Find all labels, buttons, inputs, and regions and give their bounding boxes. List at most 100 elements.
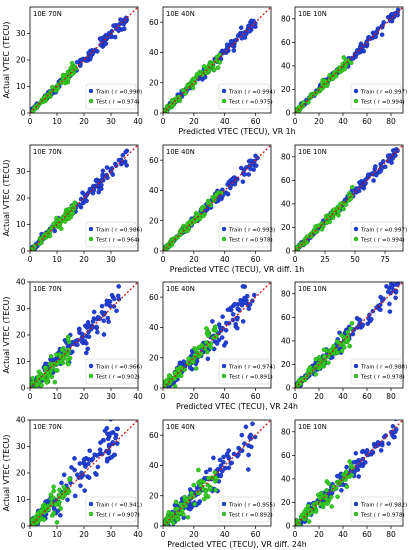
train-point — [357, 180, 362, 185]
train-point — [79, 331, 85, 337]
train-point — [116, 284, 121, 289]
train-point — [371, 178, 376, 183]
test-point — [58, 506, 64, 511]
train-point — [99, 303, 105, 309]
test-point — [166, 373, 172, 379]
x-tick-label: 75 — [380, 255, 390, 264]
y-tick-label: 20 — [149, 491, 159, 500]
diagonal-reference-line — [295, 7, 403, 113]
test-point — [43, 504, 48, 510]
legend-test-label: Test ( r =0.891) — [228, 374, 273, 380]
train-point — [86, 461, 91, 467]
x-tick-label: 30 — [106, 392, 116, 401]
train-point — [231, 48, 237, 53]
test-point — [54, 352, 59, 357]
test-point — [54, 520, 60, 525]
panel-location-label: 10E 70N — [33, 285, 62, 293]
train-point — [391, 434, 396, 440]
train-point — [103, 41, 108, 47]
train-point — [240, 319, 246, 324]
y-tick-label: 60 — [149, 293, 159, 302]
scatter-panel: 0 20 40 60 0 20 40 60 10E 40N Train ( r =0.974) Te… — [149, 276, 298, 411]
test-point — [336, 209, 342, 214]
train-point — [385, 289, 391, 295]
train-point — [242, 441, 247, 446]
test-point — [41, 517, 47, 522]
train-point — [373, 164, 378, 169]
train-point — [72, 467, 77, 473]
train-point — [95, 314, 101, 320]
train-point — [95, 329, 100, 335]
test-point — [192, 76, 197, 82]
x-tick-label: 20 — [314, 392, 324, 401]
legend-train-marker — [353, 226, 359, 232]
train-point — [249, 18, 254, 24]
train-point — [105, 175, 110, 181]
legend-test-marker — [88, 98, 94, 104]
x-tick-label: 20 — [189, 255, 199, 264]
legend-train-marker — [353, 363, 359, 369]
x-tick-label: 0 — [161, 530, 166, 539]
test-point — [307, 512, 312, 517]
scatter-panel: 0 20 40 60 80 0 20 40 60 80 10E 10N Train ( r =0.99… — [281, 6, 407, 126]
test-point — [52, 379, 58, 385]
x-tick-label: 20 — [79, 392, 89, 401]
test-point — [192, 501, 197, 507]
test-point — [339, 333, 344, 338]
legend-test-label: Test ( r =0.978) — [360, 374, 405, 380]
train-point — [86, 329, 91, 335]
test-point — [60, 72, 66, 78]
train-point — [90, 319, 96, 324]
test-point — [215, 65, 221, 70]
panel-location-label: 10E 40N — [166, 423, 195, 431]
y-tick-label: 0 — [21, 247, 26, 256]
test-point — [309, 92, 315, 98]
test-point — [331, 207, 337, 212]
legend-test-label: Test ( r =0.978) — [228, 237, 273, 243]
y-axis-label: Actual VTEC (TECU) — [2, 297, 11, 374]
train-point — [82, 488, 87, 493]
train-point — [357, 317, 363, 323]
train-point — [94, 178, 99, 184]
train-point — [384, 284, 389, 289]
x-tick-label: 40 — [338, 530, 348, 539]
legend-box — [85, 496, 137, 523]
x-tick-label: 40 — [220, 530, 230, 539]
test-point — [30, 375, 36, 381]
train-point — [360, 448, 366, 454]
train-point — [111, 23, 116, 29]
test-point — [35, 510, 41, 516]
diagonal-reference-line — [295, 420, 403, 526]
scatter-panel: 0 10 20 30 0 10 20 30 10E 70N Train ( r =0.986) Te… — [2, 144, 142, 264]
y-tick-label: 10 — [16, 220, 26, 229]
train-point — [381, 20, 387, 25]
panel-location-label: 10E 40N — [166, 285, 195, 293]
test-point — [66, 216, 72, 221]
legend-test-marker — [353, 98, 359, 104]
test-point — [316, 355, 322, 360]
train-point — [369, 316, 374, 322]
train-point — [114, 308, 119, 314]
train-point — [242, 300, 248, 306]
x-tick-label: 20 — [314, 530, 324, 539]
test-point — [39, 383, 44, 388]
train-point — [84, 58, 89, 63]
train-point — [366, 34, 372, 40]
train-point — [253, 276, 257, 280]
y-tick-label: 40 — [16, 278, 26, 287]
legend-train-marker — [221, 363, 227, 369]
legend-test-label: Test ( r =0.902) — [95, 374, 140, 380]
train-point — [98, 42, 103, 48]
y-tick-label: 20 — [16, 331, 26, 340]
y-tick-label: 0 — [286, 109, 291, 118]
train-point — [218, 472, 224, 478]
x-tick-label: 20 — [189, 530, 199, 539]
legend-train-label: Train ( r =0.986) — [95, 227, 142, 233]
test-point — [345, 329, 351, 335]
test-point — [348, 60, 354, 66]
test-point — [30, 380, 34, 386]
test-point — [344, 484, 350, 490]
test-point — [65, 357, 71, 363]
test-point — [316, 366, 322, 371]
test-point — [205, 333, 211, 339]
